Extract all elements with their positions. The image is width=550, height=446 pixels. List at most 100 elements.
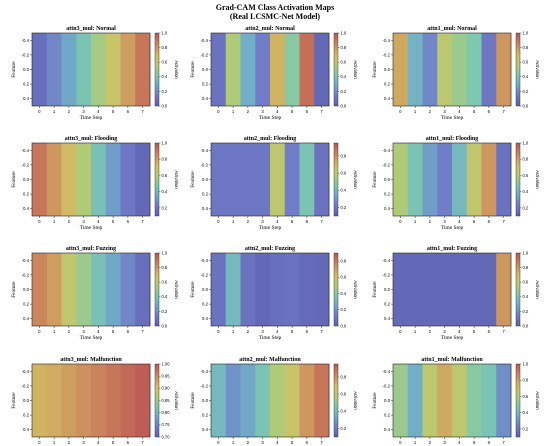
panel-title: attn2_mul: Fuzzing <box>245 246 295 252</box>
colorbar-tick-label: 0.6 <box>341 170 347 175</box>
heatmap-cell <box>422 143 438 216</box>
y-tick-label: 0.0 <box>202 398 209 403</box>
y-tick-label: -0.4 <box>201 258 209 263</box>
y-tick-label: 0.4 <box>202 316 209 321</box>
heatmap-cell <box>46 253 62 326</box>
x-axis-label: Time Step <box>441 225 464 231</box>
x-tick-label: 4 <box>97 219 100 224</box>
x-tick-label: 5 <box>112 440 115 445</box>
y-tick-label: -0.4 <box>201 38 209 43</box>
heatmap-cell <box>299 33 315 106</box>
x-axis-label: Time Step <box>259 335 282 341</box>
x-tick-label: 2 <box>247 329 250 334</box>
y-tick-label: -0.2 <box>201 383 209 388</box>
colorbar-label: Activation <box>174 391 179 410</box>
x-tick-label: 7 <box>141 219 144 224</box>
y-tick-label: -0.2 <box>22 383 30 388</box>
heatmap-cell <box>393 253 409 326</box>
y-tick-label: 0.0 <box>202 177 209 182</box>
heatmap-cell <box>314 364 330 437</box>
y-tick-label: -0.2 <box>383 383 391 388</box>
colorbar-label: Activation <box>535 170 540 189</box>
heatmap-cell <box>105 143 121 216</box>
x-tick-label: 5 <box>291 440 294 445</box>
x-tick-label: 1 <box>232 440 235 445</box>
x-tick-label: 2 <box>247 109 250 114</box>
panel-title: attn1_mul: Fuzzing <box>427 246 477 252</box>
colorbar-tick-label: 0.0 <box>162 323 168 328</box>
y-tick-label: -0.4 <box>383 148 391 153</box>
colorbar-tick-label: 0.4 <box>523 294 529 299</box>
heatmap-cell <box>466 33 482 106</box>
x-tick-label: 0 <box>38 109 41 114</box>
y-axis-label: Feature <box>11 171 17 188</box>
y-tick-label: 0.4 <box>23 427 30 432</box>
x-tick-label: 1 <box>232 109 235 114</box>
x-tick-label: 7 <box>502 109 505 114</box>
heatmap-panel: attn1_mul: Flooding 0 1 2 3 4 5 6 7 Time Step -0.4… <box>372 136 540 231</box>
colorbar <box>515 363 521 438</box>
heatmap-cell <box>452 253 468 326</box>
heatmap-cell <box>314 253 330 326</box>
y-axis-label: Feature <box>11 281 17 298</box>
colorbar <box>515 252 521 327</box>
colorbar-label: Activation <box>535 391 540 410</box>
colorbar <box>333 142 339 217</box>
x-tick-label: 5 <box>291 329 294 334</box>
heatmap-cell <box>120 143 136 216</box>
heatmap-cell <box>211 253 227 326</box>
colorbar-label: Activation <box>174 60 179 79</box>
y-tick-label: -0.2 <box>383 52 391 57</box>
heatmap-cell <box>481 143 497 216</box>
heatmap-cell <box>240 253 256 326</box>
heatmap-cell <box>437 33 453 106</box>
heatmap-cell <box>135 143 151 216</box>
heatmap-cell <box>135 364 151 437</box>
x-tick-label: 2 <box>429 109 432 114</box>
y-axis-label: Feature <box>372 171 378 188</box>
colorbar-tick-label: 1.0 <box>341 30 347 35</box>
x-tick-label: 7 <box>502 440 505 445</box>
heatmap-cell <box>314 143 330 216</box>
x-axis-label: Time Step <box>259 225 282 231</box>
heatmap-panel: attn3_mul: Malfunction01234567Time Step-… <box>11 357 179 445</box>
colorbar-tick-label: 0.2 <box>341 307 347 312</box>
x-tick-label: 6 <box>306 219 309 224</box>
heatmap-cell <box>466 143 482 216</box>
colorbar-tick-label: 0.6 <box>341 275 347 280</box>
x-axis-label: Time Step <box>441 335 464 341</box>
colorbar-tick-label: 0.4 <box>523 189 529 194</box>
x-tick-label: 4 <box>458 329 461 334</box>
y-tick-label: 0.2 <box>384 302 391 307</box>
colorbar-tick-label: 0.0 <box>523 103 529 108</box>
x-tick-label: 2 <box>429 440 432 445</box>
x-tick-label: 4 <box>458 219 461 224</box>
heatmap-cell <box>240 143 256 216</box>
x-tick-label: 7 <box>502 219 505 224</box>
heatmap-cell <box>284 33 300 106</box>
x-tick-label: 5 <box>112 219 115 224</box>
heatmap-panel: attn2_mul: Normal 0 1 2 3 4 5 6 7 Time Step -0.4 -0… <box>190 26 358 121</box>
y-tick-label: -0.2 <box>22 52 30 57</box>
x-tick-label: 3 <box>443 109 446 114</box>
x-tick-label: 7 <box>502 329 505 334</box>
panel-title: attn2_mul: Malfunction <box>239 357 301 363</box>
heatmap-cell <box>270 364 286 437</box>
colorbar <box>154 252 160 327</box>
colorbar-tick-label: 0.75 <box>162 422 171 427</box>
heatmap-panel: attn2_mul: Flooding 0 1 2 3 4 5 6 7 Time Step -0.4… <box>190 136 358 231</box>
heatmap-cell <box>91 364 107 437</box>
y-tick-label: 0.4 <box>202 96 209 101</box>
heatmap-cell <box>452 364 468 437</box>
x-tick-label: 2 <box>68 109 71 114</box>
heatmap-cell <box>105 253 121 326</box>
x-tick-label: 6 <box>488 440 491 445</box>
heatmap-cell <box>225 364 241 437</box>
x-tick-label: 0 <box>399 109 402 114</box>
heatmap-cell <box>91 253 107 326</box>
x-tick-label: 5 <box>473 440 476 445</box>
colorbar <box>333 252 339 327</box>
y-tick-label: 0.2 <box>202 302 209 307</box>
panel-title: attn3_mul: Flooding <box>65 136 118 142</box>
